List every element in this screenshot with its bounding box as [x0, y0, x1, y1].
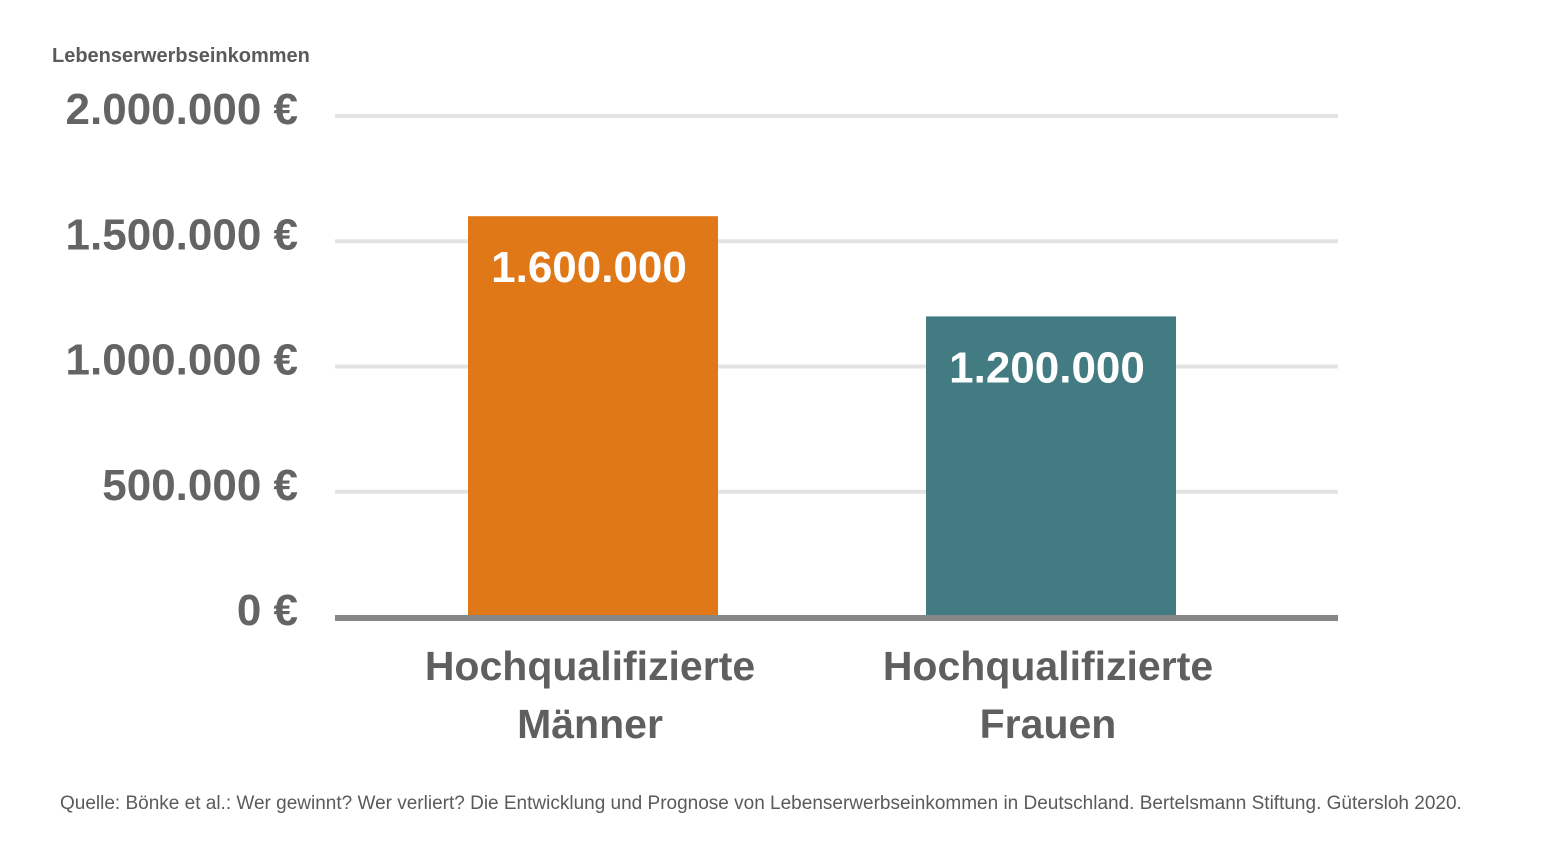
y-tick-label: 1.000.000 €	[66, 336, 298, 385]
y-tick-label: 500.000 €	[102, 461, 298, 510]
y-tick-label: 2.000.000 €	[66, 85, 298, 134]
category-label: Hochqualifizierte	[425, 643, 755, 689]
source-note: Quelle: Bönke et al.: Wer gewinnt? Wer v…	[60, 793, 1462, 814]
category-labels: Hochqualifizierte Männer Hochqualifizierte…	[425, 643, 1213, 747]
data-label: 1.600.000	[491, 243, 687, 292]
bar	[468, 216, 718, 617]
category-label: Frauen	[980, 701, 1117, 747]
bar	[926, 316, 1176, 617]
bars	[468, 216, 1176, 617]
y-tick-label: 0 €	[237, 586, 298, 635]
data-labels: 1.600.000 1.200.000	[491, 243, 1145, 392]
category-label: Hochqualifizierte	[883, 643, 1213, 689]
category-label: Männer	[517, 701, 663, 747]
y-tick-labels: 0 € 500.000 € 1.000.000 € 1.500.000 € 2.000.…	[66, 85, 298, 635]
data-label: 1.200.000	[949, 343, 1145, 392]
y-tick-label: 1.500.000 €	[66, 210, 298, 259]
y-axis-title: Lebenserwerbseinkommen	[52, 45, 310, 67]
